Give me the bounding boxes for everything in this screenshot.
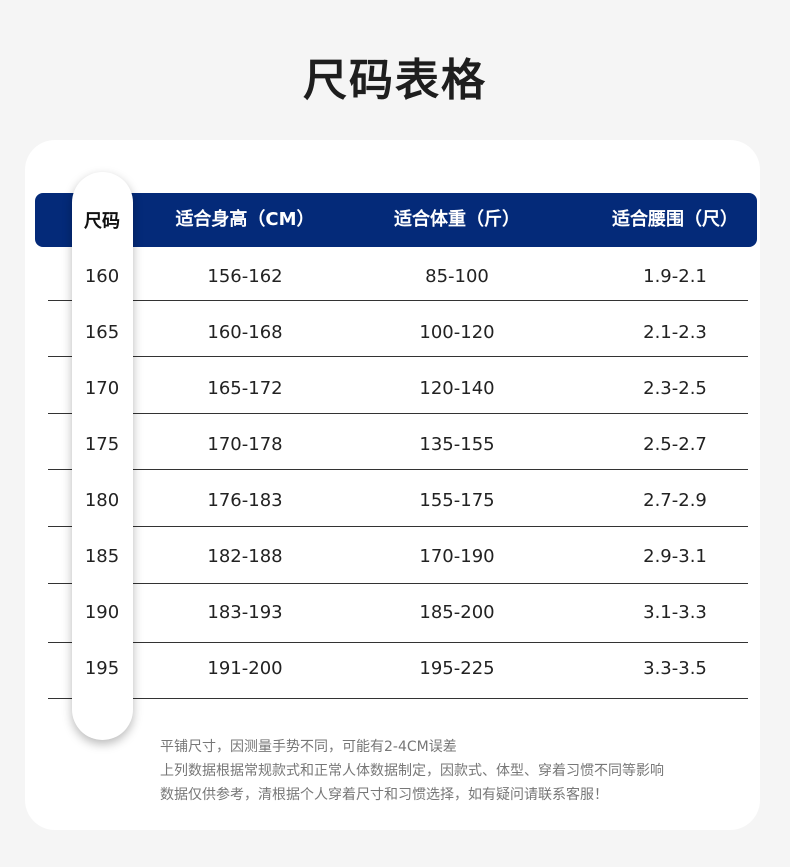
cell-weight: 85-100 <box>425 266 489 287</box>
notes: 平铺尺寸，因测量手势不同，可能有2-4CM误差 上列数据根据常规款式和正常人体数… <box>160 735 664 807</box>
cell-waist: 2.1-2.3 <box>643 322 707 343</box>
cell-weight: 120-140 <box>419 378 495 399</box>
note-line: 数据仅供参考，清根据个人穿着尺寸和习惯选择，如有疑问请联系客服！ <box>160 787 608 803</box>
header-weight: 适合体重（斤） <box>394 209 520 230</box>
row-divider <box>48 356 748 357</box>
row-divider <box>48 300 748 301</box>
cell-weight: 185-200 <box>419 602 495 623</box>
cell-size: 185 <box>84 546 120 567</box>
row-divider <box>48 583 748 584</box>
cell-size: 195 <box>84 658 120 679</box>
cell-height: 170-178 <box>207 434 283 455</box>
note-line: 平铺尺寸，因测量手势不同，可能有2-4CM误差 <box>160 739 457 755</box>
cell-height: 182-188 <box>207 546 283 567</box>
page-title: 尺码表格 <box>303 55 487 106</box>
cell-waist: 2.3-2.5 <box>643 378 707 399</box>
cell-waist: 2.7-2.9 <box>643 490 707 511</box>
cell-waist: 3.3-3.5 <box>643 658 707 679</box>
row-divider <box>48 413 748 414</box>
cell-height: 156-162 <box>207 266 283 287</box>
cell-size: 165 <box>84 322 120 343</box>
size-column-highlight <box>72 172 133 740</box>
cell-waist: 2.5-2.7 <box>643 434 707 455</box>
row-divider <box>48 469 748 470</box>
cell-weight: 100-120 <box>419 322 495 343</box>
cell-weight: 155-175 <box>419 490 495 511</box>
table-header-bar <box>35 193 757 247</box>
cell-height: 160-168 <box>207 322 283 343</box>
cell-height: 183-193 <box>207 602 283 623</box>
cell-weight: 195-225 <box>419 658 495 679</box>
cell-size: 175 <box>84 434 120 455</box>
row-divider <box>48 642 748 643</box>
header-size: 尺码 <box>84 211 120 232</box>
cell-height: 176-183 <box>207 490 283 511</box>
size-chart-card <box>25 140 760 830</box>
cell-size: 190 <box>84 602 120 623</box>
cell-size: 180 <box>84 490 120 511</box>
row-divider <box>48 698 748 699</box>
cell-size: 170 <box>84 378 120 399</box>
cell-waist: 3.1-3.3 <box>643 602 707 623</box>
cell-waist: 2.9-3.1 <box>643 546 707 567</box>
cell-waist: 1.9-2.1 <box>643 266 707 287</box>
note-line: 上列数据根据常规款式和正常人体数据制定，因款式、体型、穿着习惯不同等影响 <box>160 763 664 779</box>
header-height: 适合身高（CM） <box>175 209 315 230</box>
row-divider <box>48 526 748 527</box>
cell-weight: 135-155 <box>419 434 495 455</box>
cell-height: 165-172 <box>207 378 283 399</box>
cell-height: 191-200 <box>207 658 283 679</box>
cell-size: 160 <box>84 266 120 287</box>
cell-weight: 170-190 <box>419 546 495 567</box>
header-waist: 适合腰围（尺） <box>612 209 738 230</box>
